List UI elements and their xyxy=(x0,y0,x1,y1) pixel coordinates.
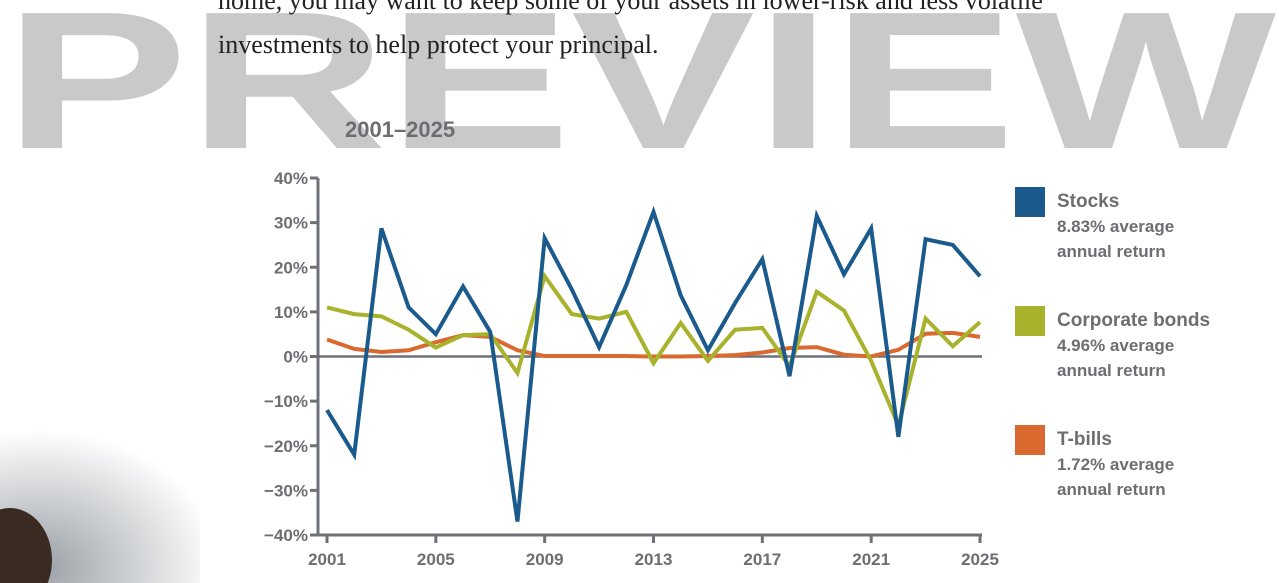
series-line xyxy=(326,271,982,432)
watermark: PREVIEW xyxy=(4,0,1276,190)
y-tick-label: −30% xyxy=(264,481,308,500)
x-tick-label: 2021 xyxy=(852,550,890,569)
legend-description: 1.72% average annual return xyxy=(1057,455,1175,499)
y-tick-label: 20% xyxy=(274,258,308,277)
photo-person xyxy=(0,508,52,583)
x-tick-label: 2017 xyxy=(743,550,781,569)
series-line xyxy=(326,330,981,359)
legend-description: 4.96% average annual return xyxy=(1057,336,1175,380)
legend-swatch xyxy=(1015,306,1045,336)
y-tick-label: −20% xyxy=(264,437,308,456)
legend-label: Corporate bonds xyxy=(1057,310,1210,331)
legend-swatch xyxy=(1015,425,1045,455)
y-tick-label: 40% xyxy=(274,169,308,188)
legend-label: T-bills xyxy=(1057,429,1112,450)
x-tick-label: 2025 xyxy=(961,550,999,569)
body-text: investments to help protect your princip… xyxy=(218,30,658,59)
y-tick-label: 0% xyxy=(283,348,308,367)
x-tick-label: 2001 xyxy=(308,550,346,569)
chart-title: 2001–2025 xyxy=(345,117,455,142)
y-tick-label: −10% xyxy=(264,392,308,411)
legend-description: 8.83% average annual return xyxy=(1057,217,1175,261)
x-tick-label: 2005 xyxy=(417,550,455,569)
x-tick-label: 2013 xyxy=(635,550,673,569)
series-line xyxy=(325,205,982,522)
y-tick-label: 30% xyxy=(274,214,308,233)
legend-label: Stocks xyxy=(1057,191,1119,212)
y-tick-label: −40% xyxy=(264,526,308,545)
y-tick-label: 10% xyxy=(274,303,308,322)
body-text: home, you may want to keep some of your … xyxy=(218,0,1043,15)
legend-swatch xyxy=(1015,187,1045,217)
x-tick-label: 2009 xyxy=(526,550,564,569)
